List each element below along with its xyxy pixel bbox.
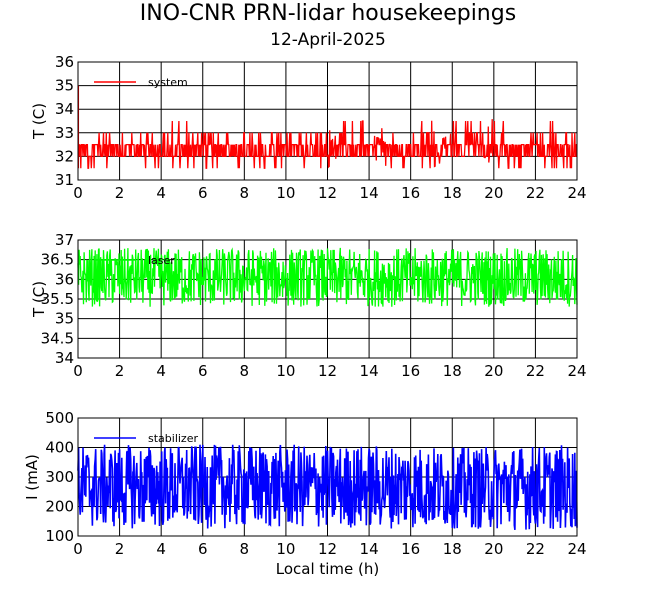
x-tick-label: 10 [276,184,295,202]
x-tick-label: 4 [156,540,166,558]
x-tick-label: 12 [318,362,337,380]
x-tick-label: 4 [156,362,166,380]
y-tick-label: 37 [55,231,74,249]
y-axis-label: I (mA) [23,454,41,500]
y-tick-label: 35 [55,310,74,328]
y-axis-label: T (C) [30,281,48,318]
x-tick-label: 16 [401,540,420,558]
x-tick-label: 24 [567,184,586,202]
y-tick-label: 33 [55,124,74,142]
x-tick-label: 12 [318,184,337,202]
y-tick-label: 100 [45,527,74,545]
x-tick-label: 20 [484,362,503,380]
chart-subtitle: 12-April-2025 [270,30,386,50]
y-tick-label: 300 [45,468,74,486]
series-stabilizer-line [77,444,578,531]
x-tick-label: 0 [73,184,83,202]
y-tick-label: 36 [55,270,74,288]
x-tick-label: 4 [156,184,166,202]
x-tick-label: 24 [567,362,586,380]
x-axis-label: Local time (h) [276,560,380,578]
x-tick-label: 18 [443,540,462,558]
x-tick-label: 0 [73,362,83,380]
x-tick-label: 6 [198,362,208,380]
x-tick-label: 2 [115,540,125,558]
x-tick-label: 14 [360,184,379,202]
y-tick-label: 400 [45,439,74,457]
y-tick-label: 34.5 [41,329,74,347]
legend-label: laser [148,254,175,267]
legend-label: stabilizer [148,432,198,445]
plot-frame [77,61,578,181]
x-tick-label: 8 [240,362,250,380]
x-tick-label: 8 [240,184,250,202]
x-tick-label: 16 [401,362,420,380]
x-tick-label: 16 [401,184,420,202]
y-tick-label: 34 [55,100,74,118]
x-tick-label: 10 [276,362,295,380]
x-tick-label: 22 [526,362,545,380]
y-tick-label: 35 [55,77,74,95]
legend-label: system [148,76,188,89]
y-axis-label: T (C) [30,103,48,140]
x-tick-label: 12 [318,540,337,558]
x-tick-label: 18 [443,184,462,202]
x-tick-label: 22 [526,540,545,558]
y-tick-label: 36 [55,53,74,71]
y-tick-label: 36.5 [41,251,74,269]
y-tick-label: 200 [45,498,74,516]
y-tick-label: 34 [55,349,74,367]
plot-frame [77,417,578,537]
x-tick-label: 10 [276,540,295,558]
x-tick-label: 2 [115,184,125,202]
x-tick-label: 22 [526,184,545,202]
x-tick-label: 20 [484,540,503,558]
x-tick-label: 6 [198,184,208,202]
x-tick-label: 20 [484,184,503,202]
plot-frame [77,239,578,359]
x-tick-label: 14 [360,362,379,380]
series-laser-line [77,247,578,307]
x-tick-label: 8 [240,540,250,558]
x-tick-label: 0 [73,540,83,558]
y-tick-label: 32 [55,147,74,165]
x-tick-label: 14 [360,540,379,558]
x-tick-label: 24 [567,540,586,558]
y-tick-label: 31 [55,171,74,189]
x-tick-label: 18 [443,362,462,380]
x-tick-label: 6 [198,540,208,558]
x-tick-label: 2 [115,362,125,380]
y-tick-label: 35.5 [41,290,74,308]
y-tick-label: 500 [45,409,74,427]
chart-title: INO-CNR PRN-lidar housekeepings [140,1,516,26]
